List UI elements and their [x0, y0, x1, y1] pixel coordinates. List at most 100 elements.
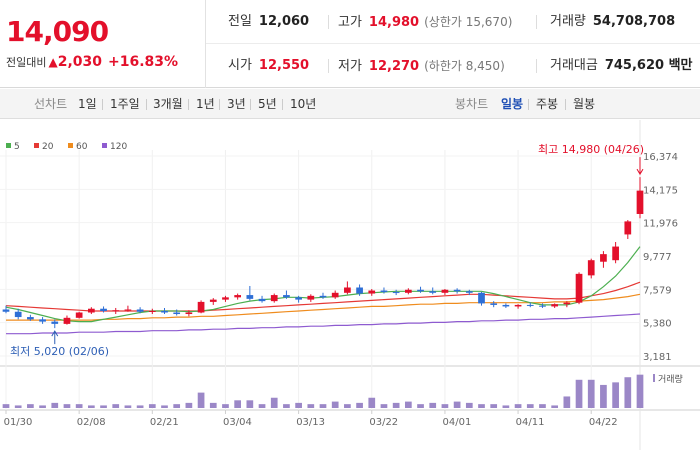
volume-bar — [39, 405, 46, 408]
volume-bar — [551, 405, 559, 408]
volume-legend-label: 거래량 — [658, 373, 683, 385]
ma120-line — [6, 313, 641, 335]
volume-bar — [404, 401, 412, 408]
change-amount: 2,030 — [57, 54, 103, 70]
period-3m[interactable]: 3개월 — [153, 97, 183, 111]
volume-bar — [490, 404, 498, 408]
legend-label: 120 — [110, 142, 127, 152]
candle-body — [295, 297, 302, 300]
x-tick-label: 04/01 — [443, 417, 472, 428]
period-3y[interactable]: 3년 — [227, 97, 246, 111]
volume-bar — [575, 379, 583, 408]
candle-body — [417, 289, 424, 292]
open-cell: 시가 12,550 — [228, 44, 309, 88]
legend-swatch — [102, 143, 107, 148]
candle-daily[interactable]: 일봉 — [501, 97, 524, 111]
volume-bar — [14, 405, 22, 408]
period-1w[interactable]: 1주일 — [110, 97, 140, 111]
prev-close-value: 12,060 — [258, 14, 310, 29]
volume-bar — [453, 401, 461, 408]
y-tick-label: 9,777 — [643, 252, 672, 263]
volume-bar — [356, 402, 363, 408]
x-tick-label: 03/04 — [223, 417, 252, 428]
candle-body — [612, 246, 619, 261]
volume-bar — [209, 402, 217, 408]
volume-bar — [295, 402, 302, 408]
x-tick-label: 03/13 — [296, 417, 325, 428]
divider — [102, 99, 103, 110]
volume-bar — [222, 404, 229, 408]
volume-bar — [51, 402, 59, 408]
y-tick-label: 16,374 — [643, 152, 678, 163]
annotations: 최고 14,980 (04/26) 최저 5,020 (02/06) — [10, 143, 644, 358]
y-tick-label: 5,380 — [643, 319, 672, 330]
volume-bar — [636, 374, 644, 408]
volume-bar — [441, 404, 449, 408]
low-cell: 저가 12,270 (하한가 8,450) — [338, 44, 505, 88]
divider — [250, 99, 251, 110]
volume-bar — [100, 405, 107, 408]
volume-bar — [587, 379, 595, 408]
divider — [536, 15, 537, 29]
candle-body — [258, 298, 266, 302]
volume-bar — [283, 404, 290, 408]
price-chart[interactable]: 5 20 60 120 16,374 14,175 11,976 9,777 7,579 5,3… — [0, 120, 700, 450]
high-cell: 고가 14,980 (상한가 15,670) — [338, 0, 512, 44]
candle-body — [441, 289, 449, 293]
divider — [565, 99, 566, 110]
y-tick-label: 3,181 — [643, 352, 672, 363]
candle-body — [502, 304, 510, 307]
candle-body — [319, 295, 327, 298]
divider — [282, 99, 283, 110]
y-tick-label: 7,579 — [643, 285, 672, 296]
volume-bar — [526, 404, 534, 408]
candle-body — [136, 309, 144, 312]
volume-bar — [75, 404, 83, 408]
volume-bar — [185, 402, 193, 408]
volume-bar — [380, 404, 388, 408]
legend-label: 20 — [42, 142, 54, 152]
legend-swatch — [68, 143, 73, 148]
candle-body — [100, 308, 107, 311]
candle-body — [344, 287, 351, 293]
candle-body — [368, 290, 376, 294]
volume-bar — [368, 397, 376, 408]
divider — [328, 15, 329, 29]
price-box: 14,090 전일대비 ▲2,030 +16.83% — [0, 0, 206, 88]
x-tick-label: 04/11 — [516, 417, 545, 428]
candle-body — [234, 295, 242, 298]
volume-bar — [539, 404, 546, 408]
legend-label: 60 — [76, 142, 88, 152]
x-axis: 01/30 02/08 02/21 03/04 03/13 03/22 04/01 04/11… — [4, 410, 618, 428]
period-5y[interactable]: 5년 — [258, 97, 277, 111]
moving-average-lines — [5, 246, 641, 335]
period-1d[interactable]: 1일 — [78, 97, 97, 111]
candle-body — [636, 190, 644, 214]
volume-bar — [478, 404, 485, 408]
candle-chart-label: 봉차트 — [455, 97, 489, 111]
prev-close-label: 전일 — [228, 14, 252, 29]
candle-weekly[interactable]: 주봉 — [536, 97, 559, 111]
period-10y[interactable]: 10년 — [290, 97, 317, 111]
candle-body — [392, 292, 400, 294]
price-change: 전일대비 ▲2,030 +16.83% — [6, 54, 178, 70]
open-label: 시가 — [228, 58, 252, 73]
candle-body — [539, 305, 546, 307]
x-tick-label: 02/08 — [77, 417, 106, 428]
volume-bar — [2, 404, 10, 408]
legend-swatch — [34, 143, 39, 148]
candles — [2, 177, 644, 329]
chart-grid — [0, 120, 700, 450]
x-tick-label: 02/21 — [150, 417, 179, 428]
candle-body — [356, 287, 363, 294]
current-price: 14,090 — [6, 15, 109, 48]
volume-bar — [331, 401, 339, 408]
candle-body — [173, 312, 181, 315]
candle-body — [551, 304, 559, 307]
volume-bar — [197, 392, 205, 408]
quote-panel: 14,090 전일대비 ▲2,030 +16.83% 전일 12,060 고가 14,9… — [0, 0, 700, 88]
candle-monthly[interactable]: 월봉 — [573, 97, 596, 111]
volume-bar — [270, 397, 278, 408]
period-1y[interactable]: 1년 — [196, 97, 215, 111]
legend-label: 5 — [14, 142, 20, 152]
